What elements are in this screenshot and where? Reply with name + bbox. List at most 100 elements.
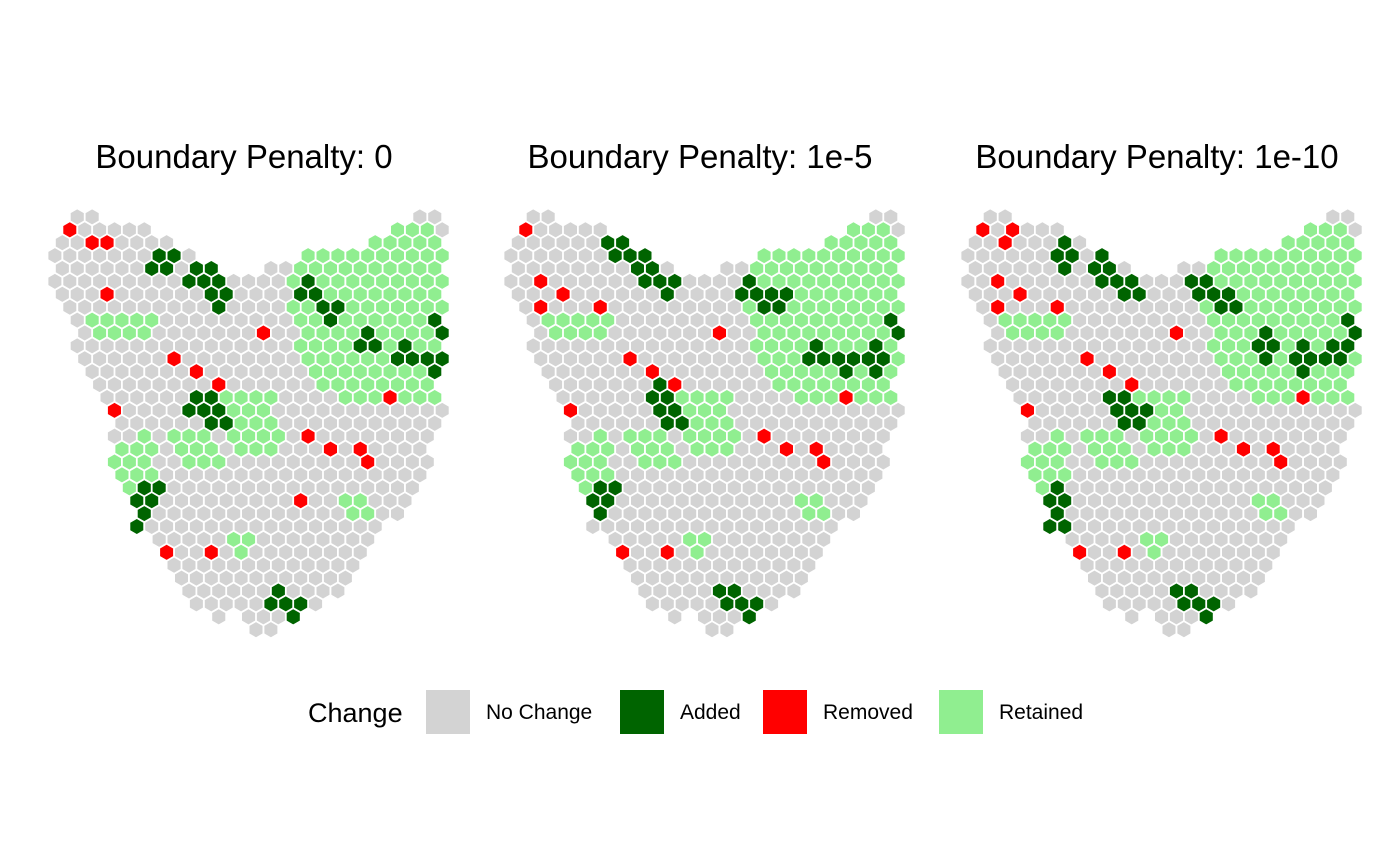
- hex-cell-added: [1295, 363, 1311, 381]
- hex-cell-added: [1347, 324, 1363, 342]
- hex-cell-retained: [585, 466, 601, 484]
- hex-cell-retained: [1035, 453, 1050, 471]
- hex-cell-retained: [682, 530, 697, 548]
- hex-cell-no-change: [1184, 530, 1199, 548]
- hex-cell-no-change: [233, 492, 249, 510]
- hex-cell-no-change: [786, 427, 802, 445]
- hex-cell-no-change: [256, 505, 271, 523]
- hex-cell-no-change: [1139, 324, 1154, 342]
- hex-cell-no-change: [1139, 479, 1154, 497]
- hex-cell-retained: [367, 363, 383, 381]
- hex-cell-no-change: [1117, 518, 1132, 535]
- hex-cell-no-change: [652, 350, 668, 368]
- hex-cell-removed: [360, 453, 375, 471]
- hex-cell-no-change: [397, 492, 413, 510]
- hex-cell-no-change: [1139, 505, 1154, 523]
- hex-cell-added: [315, 298, 331, 316]
- hex-cell-no-change: [712, 298, 727, 316]
- hex-cell-no-change: [990, 247, 1005, 265]
- hex-cell-retained: [853, 363, 869, 381]
- legend-title: Change: [308, 698, 403, 728]
- hex-cell-no-change: [360, 427, 375, 445]
- hex-cell-no-change: [1139, 272, 1154, 290]
- hex-cell-no-change: [741, 582, 757, 600]
- hex-cell-no-change: [1057, 363, 1072, 381]
- hex-cell-no-change: [990, 221, 1005, 239]
- hex-cell-no-change: [1206, 389, 1221, 406]
- hex-cell-no-change: [241, 272, 256, 290]
- hex-cell-no-change: [1213, 530, 1229, 548]
- hex-cell-retained: [637, 427, 653, 445]
- hex-cell-no-change: [159, 234, 174, 252]
- hex-cell-no-change: [1094, 505, 1110, 523]
- hex-cell-no-change: [1236, 518, 1251, 535]
- hex-cell-no-change: [285, 324, 301, 342]
- hex-cell-retained: [382, 234, 398, 252]
- hex-cell-no-change: [1198, 479, 1214, 497]
- hex-cell-retained: [771, 376, 787, 394]
- hex-cell-no-change: [997, 208, 1013, 226]
- hex-cell-no-change: [1191, 414, 1207, 432]
- hex-cell-retained: [1243, 298, 1259, 316]
- hex-cell-no-change: [674, 311, 690, 329]
- hex-cell-retained: [360, 272, 375, 290]
- hex-cell-no-change: [1318, 453, 1333, 471]
- hex-cell-no-change: [615, 440, 630, 458]
- hex-cell-no-change: [1213, 582, 1229, 600]
- hex-cell-no-change: [1236, 492, 1251, 510]
- hex-cell-no-change: [1146, 569, 1162, 587]
- hex-cell-no-change: [271, 505, 286, 523]
- hex-cell-retained: [367, 285, 383, 303]
- hex-cell-retained: [1303, 324, 1318, 342]
- hex-cell-no-change: [756, 376, 772, 394]
- hex-cell-no-change: [533, 247, 548, 265]
- hex-cell-no-change: [293, 569, 308, 587]
- hex-cell-added: [144, 492, 159, 510]
- hex-cell-retained: [868, 234, 884, 252]
- hex-cell-no-change: [1109, 582, 1125, 600]
- hex-cell-no-change: [352, 466, 368, 484]
- hex-cell-no-change: [338, 543, 353, 561]
- hex-cell-no-change: [352, 414, 368, 432]
- hex-cell-retained: [166, 427, 182, 445]
- hex-cell-added: [1109, 272, 1125, 290]
- hex-cell-no-change: [779, 466, 794, 484]
- hex-cell-retained: [1258, 272, 1274, 290]
- hex-cell-no-change: [607, 350, 623, 368]
- hex-cell-no-change: [518, 247, 534, 265]
- hex-cell-no-change: [861, 479, 876, 497]
- hex-cell-no-change: [1221, 414, 1236, 432]
- hex-cell-no-change: [151, 505, 167, 523]
- hex-cell-no-change: [256, 582, 271, 600]
- hex-cell-no-change: [749, 466, 764, 484]
- hex-cell-removed: [555, 285, 571, 303]
- hex-cell-no-change: [630, 543, 645, 561]
- hex-cell-no-change: [271, 350, 286, 368]
- hex-cell-no-change: [263, 492, 279, 510]
- hex-cell-retained: [749, 337, 764, 355]
- hex-cell-no-change: [548, 350, 563, 368]
- hex-cell-no-change: [122, 272, 137, 290]
- hex-cell-no-change: [218, 363, 234, 381]
- hex-cell-no-change: [749, 569, 764, 587]
- hex-cell-retained: [823, 311, 839, 329]
- hex-cell-no-change: [345, 530, 361, 548]
- hex-cell-no-change: [682, 350, 697, 368]
- hex-cell-no-change: [697, 376, 712, 394]
- hex-cell-no-change: [667, 505, 683, 523]
- hex-cell-added: [1340, 337, 1356, 355]
- hex-cell-no-change: [660, 337, 675, 355]
- hex-cell-no-change: [585, 518, 601, 535]
- hex-cell-retained: [92, 324, 107, 342]
- hex-cell-no-change: [122, 298, 137, 316]
- hex-cell-no-change: [248, 595, 264, 613]
- hex-cell-no-change: [727, 324, 742, 342]
- hex-cell-no-change: [1012, 337, 1028, 355]
- hex-cell-added: [390, 350, 405, 368]
- hex-cell-retained: [831, 376, 846, 394]
- hex-cell-added: [1064, 247, 1080, 265]
- hex-cell-no-change: [263, 260, 279, 277]
- hex-cell-no-change: [174, 363, 189, 381]
- hex-cell-no-change: [697, 556, 712, 574]
- hex-cell-no-change: [741, 505, 757, 523]
